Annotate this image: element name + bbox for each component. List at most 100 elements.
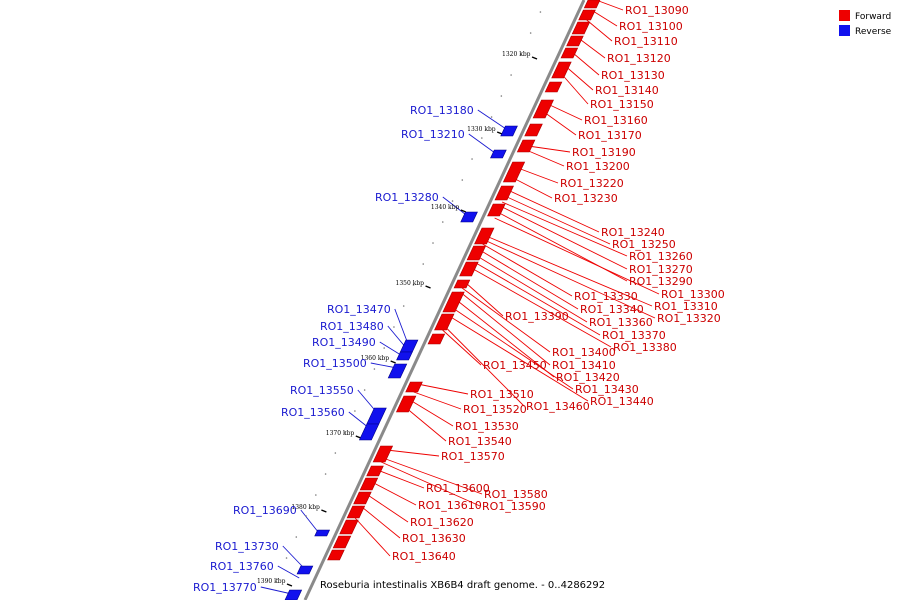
legend-forward-swatch — [839, 10, 850, 21]
forward-leader-line — [417, 383, 469, 395]
forward-gene-label: RO1_13610 — [418, 499, 482, 512]
axis-dot — [275, 578, 278, 580]
forward-gene-label: RO1_13380 — [613, 341, 677, 354]
forward-gene-label: RO1_13090 — [625, 4, 689, 17]
axis-dot — [412, 284, 415, 286]
forward-gene-label: RO1_13130 — [601, 69, 665, 82]
forward-leader-line — [442, 329, 482, 366]
axis-dot — [500, 95, 503, 97]
forward-gene-label: RO1_13330 — [574, 290, 638, 303]
forward-leader-line — [571, 51, 600, 76]
forward-gene-label: RO1_13220 — [560, 177, 624, 190]
forward-gene-label: RO1_13270 — [629, 263, 693, 276]
forward-leader-line — [405, 407, 447, 442]
reverse-leader-line — [394, 308, 409, 345]
forward-gene-feature — [346, 505, 366, 519]
reverse-gene-feature — [387, 363, 408, 379]
reverse-leader-line — [357, 389, 377, 413]
reverse-leader-line — [277, 565, 300, 579]
forward-leader-line — [459, 291, 551, 366]
axis-dot — [471, 158, 473, 160]
forward-leader-line — [471, 267, 612, 348]
forward-gene-label: RO1_13410 — [552, 359, 616, 372]
reverse-leader-line — [282, 545, 305, 569]
forward-gene-feature — [560, 47, 579, 59]
tick-label: 1360 kbp — [361, 355, 390, 362]
reverse-gene-feature — [284, 589, 303, 600]
axis-dot — [510, 74, 512, 76]
gene-labels: RO1_13090 RO1_13100 RO1_13110 RO1_13120 RO1_… — [193, 4, 725, 594]
tick-mark — [321, 509, 327, 513]
tick-label: 1330 kbp — [467, 126, 496, 133]
reverse-leader-line — [260, 586, 292, 595]
axis-dot — [295, 536, 298, 538]
forward-gene-label: RO1_13630 — [402, 532, 466, 545]
forward-gene-label: RO1_13430 — [575, 383, 639, 396]
axis-dot — [324, 473, 327, 475]
genome-caption: Roseburia intestinalis XB6B4 draft genom… — [320, 580, 605, 591]
forward-leader-line — [413, 391, 462, 410]
reverse-gene-label: RO1_13560 — [281, 406, 345, 419]
forward-gene-feature — [453, 279, 471, 289]
forward-gene-feature — [405, 381, 423, 393]
reverse-leader-line — [387, 325, 407, 349]
forward-leader-line — [473, 261, 601, 336]
forward-leader-line — [526, 149, 565, 167]
axis-dot — [383, 347, 385, 349]
forward-gene-label: RO1_13170 — [578, 129, 642, 142]
forward-gene-feature — [532, 99, 554, 119]
forward-gene-label: RO1_13290 — [629, 275, 693, 288]
axis-dot — [490, 116, 493, 118]
forward-gene-label: RO1_13110 — [614, 35, 678, 48]
label-leader-lines — [260, 0, 660, 595]
axis-dot — [422, 263, 425, 265]
tick-mark — [460, 209, 467, 213]
tick-mark — [286, 583, 293, 587]
axis-dot — [481, 137, 483, 139]
forward-gene-label: RO1_13590 — [482, 500, 546, 513]
forward-gene-label: RO1_13450 — [483, 359, 547, 372]
forward-leader-line — [507, 189, 600, 233]
axis-dot — [441, 221, 444, 223]
tick-label: 1350 kbp — [396, 280, 425, 287]
axis-dot — [520, 53, 522, 55]
forward-gene-feature — [494, 185, 514, 201]
reverse-gene-label: RO1_13180 — [410, 104, 474, 117]
forward-gene-feature — [359, 477, 379, 491]
forward-leader-line — [586, 19, 613, 42]
forward-leader-line — [591, 9, 618, 27]
axis-dot — [344, 431, 346, 433]
forward-gene-feature — [487, 203, 506, 217]
forward-gene-label: RO1_13390 — [505, 310, 569, 323]
tick-label: 1390 kbp — [257, 578, 286, 585]
forward-gene-feature — [524, 123, 543, 137]
reverse-gene-feature — [358, 423, 380, 441]
forward-leader-line — [366, 493, 409, 523]
forward-gene-label: RO1_13230 — [554, 192, 618, 205]
forward-gene-feature — [353, 491, 372, 505]
reverse-gene-label: RO1_13690 — [233, 504, 297, 517]
forward-gene-feature — [551, 61, 572, 79]
forward-gene-feature — [434, 313, 455, 331]
forward-gene-feature — [372, 445, 394, 463]
forward-gene-feature — [474, 227, 495, 245]
forward-gene-label: RO1_13360 — [589, 316, 653, 329]
forward-gene-label: RO1_13190 — [572, 146, 636, 159]
forward-gene-label: RO1_13640 — [392, 550, 456, 563]
forward-gene-label: RO1_13440 — [590, 395, 654, 408]
forward-leader-line — [354, 517, 391, 557]
reverse-gene-feature — [399, 339, 419, 353]
reverse-leader-line — [300, 509, 321, 535]
forward-leader-line — [456, 299, 555, 378]
forward-leader-line — [386, 449, 440, 457]
reverse-gene-label: RO1_13480 — [320, 320, 384, 333]
forward-leader-line — [494, 217, 660, 295]
forward-gene-label: RO1_13160 — [584, 114, 648, 127]
reverse-gene-feature — [396, 351, 413, 361]
forward-gene-label: RO1_13100 — [619, 20, 683, 33]
forward-gene-label: RO1_13310 — [654, 300, 718, 313]
axis-dot — [451, 200, 454, 202]
forward-gene-label: RO1_13370 — [602, 329, 666, 342]
forward-leader-line — [448, 315, 589, 402]
reverse-gene-label: RO1_13470 — [327, 303, 391, 316]
